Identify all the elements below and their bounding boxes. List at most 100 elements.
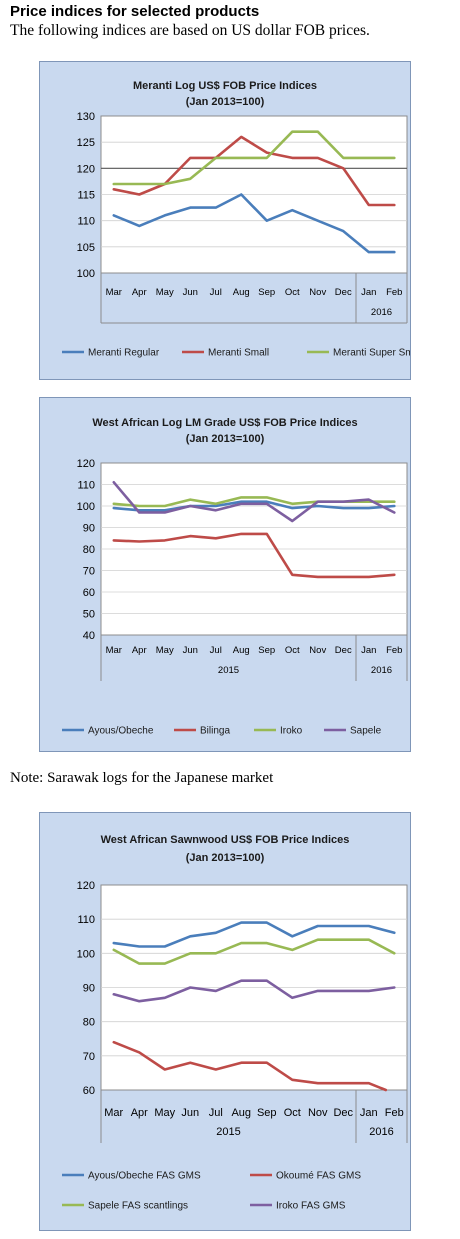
x-tick-label: Apr [131, 1107, 148, 1119]
x-tick-label: Nov [308, 1107, 328, 1119]
year-label: 2016 [371, 665, 392, 676]
year-label: 2016 [371, 307, 392, 318]
chart-subtitle: (Jan 2013=100) [186, 852, 265, 864]
x-tick-label: Feb [386, 287, 402, 298]
y-tick-label: 70 [83, 566, 95, 578]
y-tick-label: 80 [83, 1017, 95, 1029]
legend-label: Ayous/Obeche FAS GMS [88, 1171, 201, 1182]
x-tick-label: Dec [335, 645, 352, 656]
y-tick-label: 130 [77, 111, 95, 123]
legend-label: Meranti Small [208, 348, 269, 359]
y-tick-label: 90 [83, 983, 95, 995]
series-line [112, 500, 396, 512]
x-tick-label: Jun [183, 645, 198, 656]
series-line [112, 921, 396, 948]
page-heading: Price indices for selected products [10, 3, 260, 20]
x-tick-label: Jul [210, 287, 222, 298]
y-tick-label: 110 [77, 216, 95, 228]
legend-label: Iroko FAS GMS [276, 1201, 346, 1212]
x-tick-label: Jun [183, 287, 198, 298]
year-label: 2015 [216, 1126, 240, 1138]
meranti-chart: Meranti Log US$ FOB Price Indices (Jan 20… [62, 80, 410, 359]
legend-label: Sapele FAS scantlings [88, 1201, 188, 1212]
x-tick-label: Nov [309, 645, 326, 656]
x-tick-label: Jan [361, 645, 376, 656]
legend-label: Iroko [280, 726, 303, 737]
x-tick-label: Feb [385, 1107, 404, 1119]
x-tick-label: Jan [360, 1107, 378, 1119]
x-tick-label: Jul [209, 1107, 223, 1119]
series-line [112, 532, 396, 579]
x-tick-label: Mar [106, 645, 122, 656]
y-tick-label: 100 [77, 948, 95, 960]
series-line [112, 1040, 388, 1092]
series-line [112, 130, 396, 186]
chart-title: West African Sawnwood US$ FOB Price Indi… [101, 834, 350, 846]
y-tick-label: 120 [77, 458, 95, 470]
y-tick-label: 70 [83, 1051, 95, 1063]
x-tick-label: May [154, 1107, 175, 1119]
x-tick-label: Feb [386, 645, 402, 656]
y-tick-label: 125 [77, 137, 95, 149]
chart-title: Meranti Log US$ FOB Price Indices [133, 80, 317, 92]
x-tick-label: May [156, 287, 174, 298]
legend-label: Meranti Regular [88, 348, 160, 359]
y-tick-label: 120 [77, 880, 95, 892]
x-tick-label: Oct [284, 1107, 301, 1119]
y-tick-label: 80 [83, 544, 95, 556]
x-tick-label: Apr [132, 645, 147, 656]
x-tick-label: Aug [231, 1107, 251, 1119]
x-tick-label: Aug [233, 287, 250, 298]
legend-label: Meranti Super Small [333, 348, 410, 359]
x-tick-label: Dec [333, 1107, 353, 1119]
year-label: 2015 [218, 665, 239, 676]
series-line [112, 979, 396, 1003]
x-tick-label: Jun [181, 1107, 199, 1119]
y-tick-label: 60 [83, 587, 95, 599]
x-tick-label: Sep [258, 645, 275, 656]
west-african-log-chart: West African Log LM Grade US$ FOB Price … [62, 417, 408, 737]
series-line [112, 193, 396, 254]
chart-title: West African Log LM Grade US$ FOB Price … [92, 417, 357, 429]
x-tick-label: May [156, 645, 174, 656]
y-tick-label: 100 [77, 501, 95, 513]
x-tick-label: Nov [309, 287, 326, 298]
legend-label: Okoumé FAS GMS [276, 1171, 361, 1182]
meranti-chart-panel: Meranti Log US$ FOB Price Indices (Jan 20… [39, 61, 411, 380]
x-tick-label: Jan [361, 287, 376, 298]
y-tick-label: 60 [83, 1085, 95, 1097]
x-tick-label: Oct [285, 645, 300, 656]
chart-subtitle: (Jan 2013=100) [186, 433, 265, 445]
series-line [112, 938, 396, 965]
y-tick-label: 110 [77, 914, 95, 926]
page-subheading: The following indices are based on US do… [10, 22, 370, 39]
x-tick-label: Sep [257, 1107, 277, 1119]
x-tick-label: Sep [258, 287, 275, 298]
y-tick-label: 50 [83, 609, 95, 621]
series-line [112, 481, 396, 523]
x-tick-label: Aug [233, 645, 250, 656]
y-tick-label: 90 [83, 523, 95, 535]
y-tick-label: 120 [77, 163, 95, 175]
west-african-log-chart-panel: West African Log LM Grade US$ FOB Price … [39, 397, 411, 752]
x-tick-label: Jul [210, 645, 222, 656]
series-line [112, 135, 396, 207]
west-african-sawnwood-chart-panel: West African Sawnwood US$ FOB Price Indi… [39, 812, 411, 1231]
y-tick-label: 105 [77, 242, 95, 254]
x-tick-label: Mar [106, 287, 122, 298]
y-tick-label: 100 [77, 268, 95, 280]
x-tick-label: Mar [104, 1107, 123, 1119]
y-tick-label: 40 [83, 630, 95, 642]
x-tick-label: Apr [132, 287, 147, 298]
legend-label: Ayous/Obeche [88, 726, 154, 737]
y-tick-label: 115 [77, 190, 95, 202]
legend-label: Bilinga [200, 726, 230, 737]
page-note: Note: Sarawak logs for the Japanese mark… [10, 770, 274, 786]
west-african-sawnwood-chart: West African Sawnwood US$ FOB Price Indi… [62, 834, 408, 1212]
x-tick-label: Dec [335, 287, 352, 298]
legend-label: Sapele [350, 726, 382, 737]
x-tick-label: Oct [285, 287, 300, 298]
year-label: 2016 [369, 1126, 393, 1138]
chart-subtitle: (Jan 2013=100) [186, 96, 265, 108]
y-tick-label: 110 [77, 480, 95, 492]
